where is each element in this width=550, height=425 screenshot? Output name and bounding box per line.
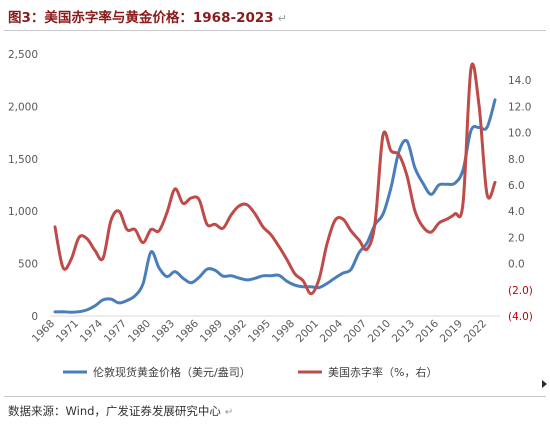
x-tick-label: 1986 <box>174 317 202 345</box>
x-tick-label: 2013 <box>390 318 417 345</box>
y-right-tick-label: (2.0) <box>508 285 533 297</box>
x-tick-label: 1995 <box>246 318 273 345</box>
x-tick-label: 2004 <box>318 317 346 345</box>
title-text: 图3：美国赤字率与黄金价格：1968-2023 <box>8 10 274 26</box>
page-title: 图3：美国赤字率与黄金价格：1968-2023 ↵ <box>8 6 287 26</box>
x-tick-label: 2007 <box>342 318 369 345</box>
y-right-tick-label: 0.0 <box>508 259 525 271</box>
y-left-tick-label: 2,000 <box>8 101 38 113</box>
x-tick-label: 1998 <box>270 318 297 345</box>
source-divider <box>4 396 546 397</box>
title-divider <box>4 30 546 31</box>
gold-price-line <box>53 98 497 314</box>
x-tick-label: 2001 <box>294 318 321 345</box>
x-tick-label: 2019 <box>438 318 465 345</box>
y-left-tick-label: 1,500 <box>8 154 38 166</box>
source-note: 数据来源：Wind，广发证券发展研究中心 ↵ <box>8 403 233 419</box>
y-right-tick-label: 12.0 <box>508 101 531 113</box>
legend-gold-label: 伦敦现货黄金价格（美元/盎司） <box>93 365 251 379</box>
y-left-tick-label: 500 <box>18 259 38 271</box>
x-tick-label: 1977 <box>102 318 129 345</box>
y-right-tick-label: 8.0 <box>508 154 525 166</box>
x-tick-label: 2010 <box>366 318 393 345</box>
x-tick-label: 1989 <box>198 318 225 345</box>
x-tick-label: 1983 <box>150 318 177 345</box>
x-tick-label: 2016 <box>414 317 442 345</box>
y-right-tick-label: 6.0 <box>508 180 525 192</box>
legend-deficit-label: 美国赤字率（%，右） <box>328 365 437 379</box>
deficit-rate-line <box>53 62 497 296</box>
return-mark: ↵ <box>277 12 287 25</box>
x-tick-label: 1971 <box>54 318 81 345</box>
source-text: 数据来源：Wind，广发证券发展研究中心 <box>8 404 221 418</box>
y-right-tick-label: (4.0) <box>508 311 533 323</box>
x-tick-label: 1974 <box>78 317 106 345</box>
y-left-tick-label: 0 <box>31 311 38 323</box>
corner-marker-icon <box>542 380 547 388</box>
y-left-tick-label: 2,500 <box>8 49 38 61</box>
y-left-tick-label: 1,000 <box>8 206 38 218</box>
x-tick-label: 1992 <box>222 318 249 345</box>
y-right-tick-label: 2.0 <box>508 232 525 244</box>
return-mark: ↵ <box>224 407 234 418</box>
x-tick-label: 2022 <box>462 318 489 345</box>
y-right-tick-label: 14.0 <box>508 75 531 87</box>
y-right-tick-label: 4.0 <box>508 206 525 218</box>
y-right-tick-label: 10.0 <box>508 128 531 140</box>
x-tick-label: 1980 <box>126 318 153 345</box>
